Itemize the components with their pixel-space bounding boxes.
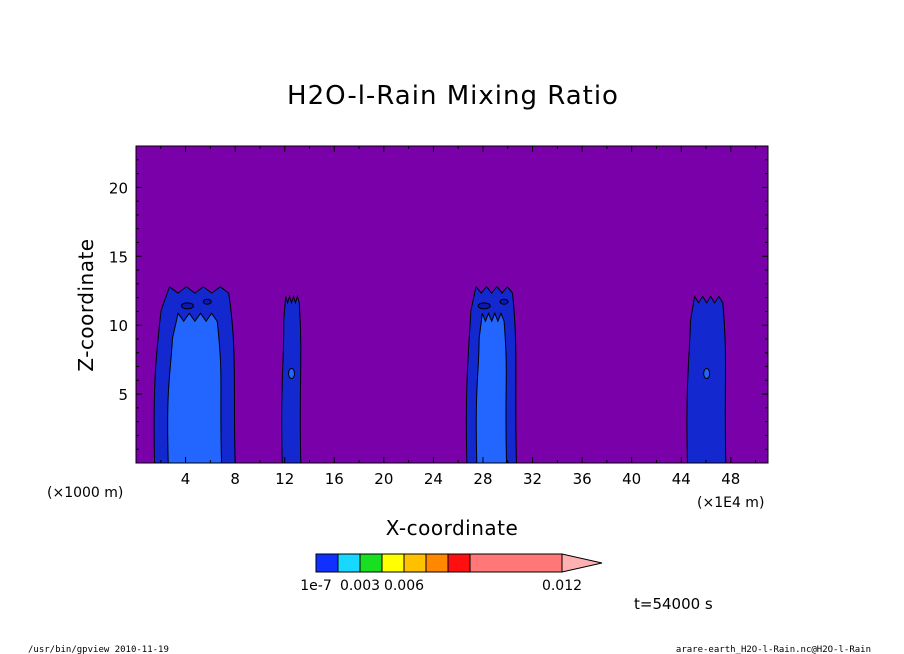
rain-contours	[153, 285, 727, 464]
x-tick-label: 8	[230, 470, 240, 488]
x-tick-label: 4	[181, 470, 191, 488]
colorbar-extend-arrow	[561, 553, 603, 573]
colorbar-swatch	[425, 553, 449, 573]
rain-cell-blob	[202, 298, 212, 305]
rain-column-inner	[167, 312, 223, 464]
colorbar-swatch	[447, 553, 471, 573]
x-tick-label: 40	[622, 470, 641, 488]
y-axis-title: Z-coordinate	[74, 238, 98, 371]
rain-cell-blob	[477, 302, 491, 310]
y-tick-label: 15	[109, 248, 128, 266]
time-label: t=54000 s	[634, 595, 713, 613]
rain-column-outer	[686, 295, 727, 464]
chart-title: H2O-l-Rain Mixing Ratio	[287, 81, 619, 111]
y-tick-label: 20	[109, 179, 128, 197]
colorbar-swatch	[381, 553, 405, 573]
footer-right: arare-earth_H2O-l-Rain.nc@H2O-l-Rain	[676, 645, 871, 654]
x-tick-label: 12	[275, 470, 294, 488]
colorbar-label: 0.006	[384, 578, 424, 594]
colorbar-swatch	[359, 553, 383, 573]
plot-frame	[135, 145, 769, 464]
x-tick-label: 44	[672, 470, 691, 488]
x-tick-label: 48	[721, 470, 740, 488]
x-tick-label: 16	[325, 470, 344, 488]
x-axis-title: X-coordinate	[386, 516, 519, 540]
colorbar-label: 1e-7	[300, 578, 331, 594]
colorbar-label: 0.012	[542, 578, 582, 594]
x-tick-label: 28	[473, 470, 492, 488]
colorbar-swatch	[315, 553, 339, 573]
colorbar-swatch	[469, 553, 563, 573]
x-tick-label: 24	[424, 470, 443, 488]
rain-cell-blob	[703, 368, 711, 380]
colorbar-swatch	[337, 553, 361, 573]
rain-cell-blob	[288, 368, 296, 380]
rain-column-outer	[281, 294, 302, 464]
rain-cell-blob	[180, 302, 194, 310]
y-tick-label: 5	[118, 386, 128, 404]
rain-cell-blob	[499, 298, 509, 305]
rain-column-inner	[475, 311, 508, 464]
colorbar: 1e-7 0.003 0.006 0.012	[300, 553, 603, 594]
x-unit-left-label: (×1000 m)	[47, 485, 123, 501]
x-unit-right-label: (×1E4 m)	[697, 495, 764, 511]
x-tick-label: 20	[374, 470, 393, 488]
y-tick-label: 10	[109, 317, 128, 335]
colorbar-label: 0.003	[340, 578, 380, 594]
plot-background	[136, 146, 768, 463]
colorbar-swatch	[403, 553, 427, 573]
x-tick-label: 36	[573, 470, 592, 488]
footer-left: /usr/bin/gpview 2010-11-19	[28, 645, 169, 654]
x-tick-label: 32	[523, 470, 542, 488]
